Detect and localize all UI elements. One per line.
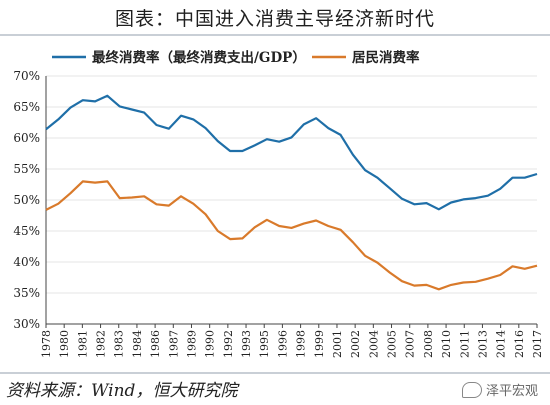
x-axis: 1978 1980 1981 1982 1983 1984 1986 1987 1989 1990… bbox=[40, 323, 544, 358]
y-tick-label: 60% bbox=[13, 131, 40, 145]
x-tick-label: 1995 bbox=[258, 330, 271, 358]
series-line-household-consumption bbox=[45, 180, 538, 291]
x-tick-label: 1986 bbox=[149, 330, 162, 358]
y-tick-label: 55% bbox=[13, 162, 40, 176]
x-tick-label: 1992 bbox=[222, 330, 235, 358]
y-tick-label: 50% bbox=[13, 193, 40, 207]
chart-legend: 最终消费率（最终消费支出/GDP） 居民消费率 bbox=[52, 49, 420, 66]
x-tick-label: 1987 bbox=[167, 330, 180, 358]
footer-divider bbox=[0, 372, 550, 374]
watermark-text: 泽平宏观 bbox=[485, 384, 538, 399]
x-tick-label: 1982 bbox=[95, 330, 108, 358]
x-tick-label: 2013 bbox=[476, 330, 489, 358]
x-tick-label: 2011 bbox=[458, 330, 471, 358]
y-axis: 30% 35% 40% 45% 50% 55% 60% 65% 70% bbox=[13, 69, 47, 331]
y-tick-label: 45% bbox=[13, 224, 40, 238]
x-tick-label: 1980 bbox=[58, 330, 71, 358]
series-line-final-consumption bbox=[45, 94, 538, 211]
x-tick-label: 2008 bbox=[422, 330, 435, 358]
line-chart: 30% 35% 40% 45% 50% 55% 60% 65% 70% 1978 1980 1981… bbox=[13, 49, 544, 358]
x-tick-label: 2010 bbox=[440, 330, 453, 358]
x-tick-label: 2017 bbox=[531, 330, 544, 358]
y-tick-label: 40% bbox=[13, 255, 40, 269]
page-title: 图表：中国进入消费主导经济新时代 bbox=[114, 7, 435, 30]
y-tick-label: 65% bbox=[13, 100, 40, 114]
legend-label: 最终消费率（最终消费支出/GDP） bbox=[92, 49, 306, 66]
x-tick-label: 1978 bbox=[40, 330, 53, 358]
watermark: 泽平宏观 bbox=[461, 380, 538, 399]
x-tick-label: 1989 bbox=[185, 330, 198, 358]
x-tick-label: 2002 bbox=[349, 330, 362, 358]
x-tick-label: 2001 bbox=[331, 330, 344, 358]
x-tick-label: 1993 bbox=[240, 330, 253, 358]
x-tick-label: 1983 bbox=[113, 330, 126, 358]
x-tick-label: 1990 bbox=[204, 330, 217, 358]
x-tick-label: 2007 bbox=[404, 330, 417, 358]
chart-series bbox=[45, 94, 538, 291]
legend-label: 居民消费率 bbox=[352, 49, 420, 66]
y-tick-label: 35% bbox=[13, 286, 40, 300]
source-note: 资料来源：Wind，恒大研究院 bbox=[6, 381, 238, 401]
x-tick-label: 1998 bbox=[295, 330, 308, 358]
x-tick-label: 1981 bbox=[76, 330, 89, 358]
title-divider bbox=[0, 34, 550, 36]
x-tick-label: 2004 bbox=[367, 330, 380, 358]
x-tick-label: 1999 bbox=[313, 330, 326, 358]
x-tick-label: 2016 bbox=[513, 330, 526, 358]
x-tick-label: 1996 bbox=[276, 330, 289, 358]
x-tick-label: 2005 bbox=[386, 330, 399, 358]
y-tick-label: 70% bbox=[13, 69, 40, 83]
x-tick-label: 1984 bbox=[131, 330, 144, 358]
x-tick-label: 2014 bbox=[495, 330, 508, 358]
chat-bubble-icon bbox=[461, 381, 482, 398]
y-tick-label: 30% bbox=[13, 317, 40, 331]
